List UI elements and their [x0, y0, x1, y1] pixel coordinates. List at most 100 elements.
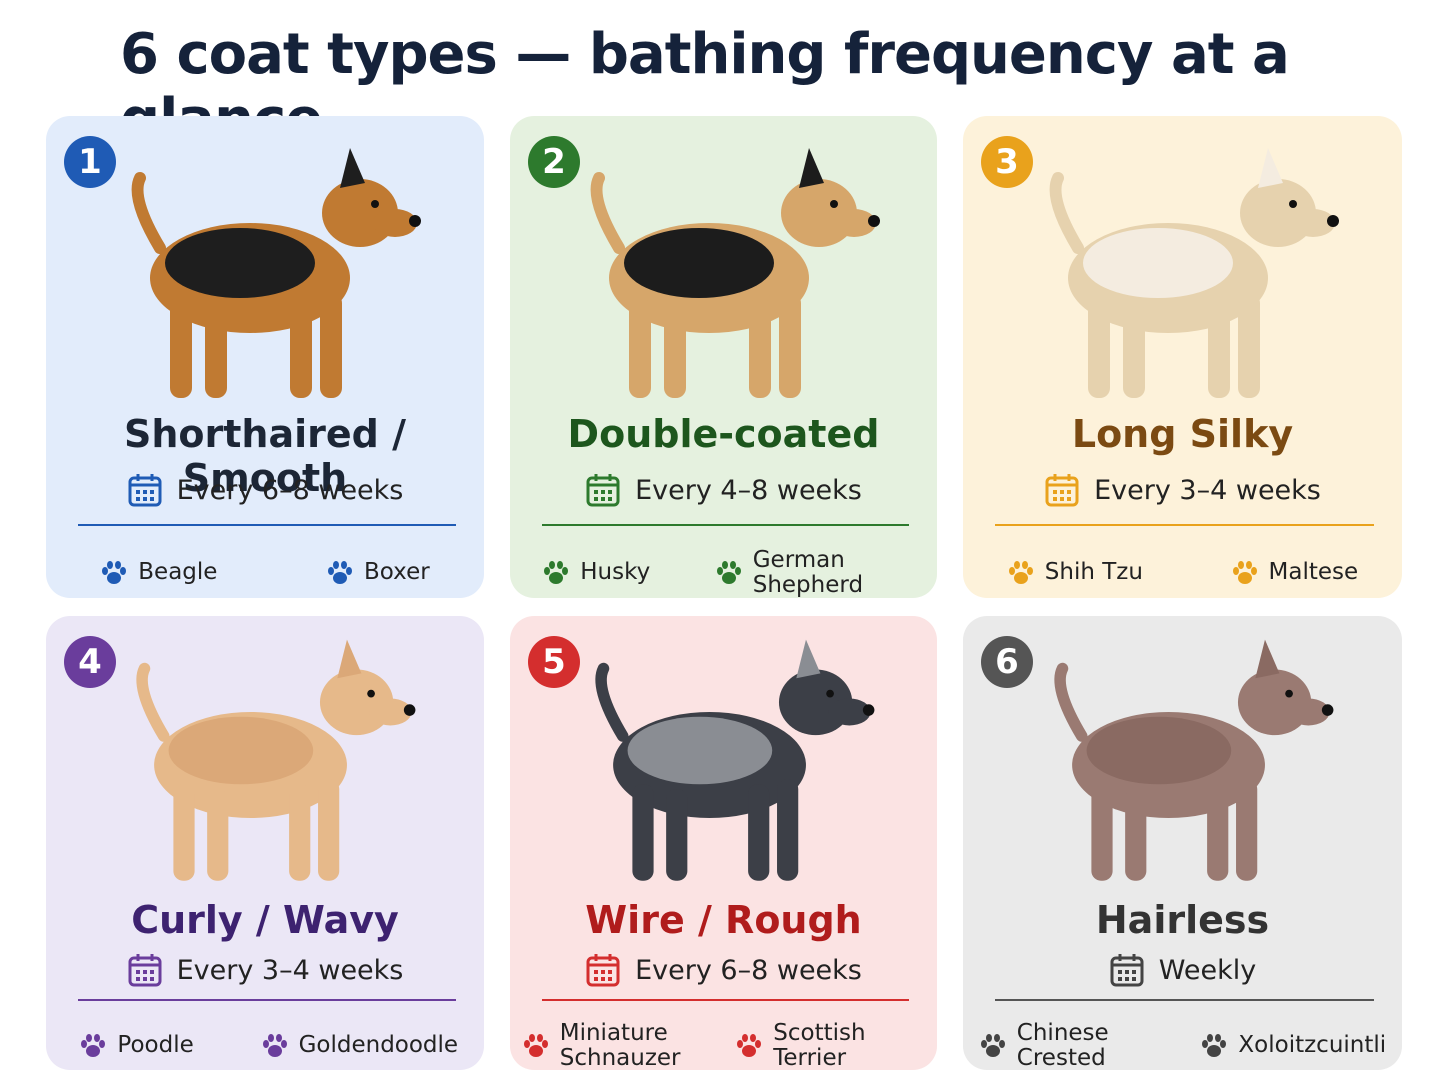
calendar — [585, 472, 621, 508]
dog-area — [559, 630, 889, 904]
frequency-row: Every 6–8 weeks — [46, 472, 484, 508]
coat-card: 2 Double-coated Every 4–8 weeks Husky Germa… — [510, 116, 937, 598]
paw — [522, 1032, 550, 1060]
breed-item: Xoloitzcuintli — [1200, 1032, 1386, 1060]
coat-title: Curly / Wavy — [131, 898, 399, 942]
breed-name: Shih Tzu — [1044, 559, 1143, 586]
frequency-row: Every 3–4 weeks — [963, 472, 1402, 508]
breed-name: Xoloitzcuintli — [1238, 1032, 1387, 1059]
breed-row: Miniature Schnauzer Scottish Terrier — [510, 1014, 937, 1070]
dog-illustration — [594, 639, 874, 881]
dog-area — [100, 138, 430, 422]
breed-name: Husky — [580, 559, 651, 586]
breed-item: Goldendoodle — [261, 1032, 458, 1060]
coat-card: 4 Curly / Wavy Every 3–4 weeks Poodle Golde… — [46, 616, 484, 1070]
paw-icon — [81, 1034, 106, 1057]
calendar-icon — [586, 474, 620, 507]
frequency: Every 6–8 weeks — [176, 474, 404, 506]
calendar-icon — [128, 954, 162, 987]
breed-row: Beagle Boxer — [46, 541, 484, 598]
divider — [542, 999, 909, 1001]
dog-illustration — [1049, 148, 1339, 398]
calendar-icon — [1045, 474, 1079, 507]
breed-name: Goldendoodle — [298, 1032, 459, 1059]
breed-name: Maltese — [1268, 559, 1359, 586]
frequency-row: Every 4–8 weeks — [510, 472, 937, 508]
breed-row: Shih Tzu Maltese — [963, 541, 1402, 598]
paw-icon — [737, 1034, 762, 1057]
dog-area — [1018, 138, 1348, 422]
breed-name: Boxer — [364, 559, 430, 586]
paw-icon — [1008, 561, 1033, 584]
breed-item: Husky — [542, 559, 650, 587]
paw — [261, 1032, 289, 1060]
coat-title: Hairless — [1095, 898, 1270, 942]
paw — [735, 1032, 763, 1060]
calendar-icon — [1110, 954, 1144, 987]
coat-title: Double-coated — [567, 412, 880, 456]
breed-item: Miniature Schnauzer — [522, 1020, 712, 1070]
coat-card: 5 Wire / Rough Every 6–8 weeks Miniature S… — [510, 616, 937, 1070]
divider — [78, 524, 456, 526]
frequency: Every 3–4 weeks — [1094, 474, 1321, 506]
paw — [542, 559, 570, 587]
paw-icon — [328, 561, 353, 584]
number-badge: 5 — [528, 636, 580, 688]
coat-card: 3 Long Silky Every 3–4 weeks Shih Tzu Malte… — [963, 116, 1402, 598]
paw — [100, 559, 128, 587]
number-badge: 3 — [981, 136, 1033, 188]
breed-item: Chinese Crested — [979, 1020, 1169, 1070]
coat-title: Shorthaired / Smooth — [124, 412, 406, 500]
frequency: Every 3–4 weeks — [176, 954, 404, 986]
calendar-icon — [128, 474, 162, 507]
calendar — [585, 952, 621, 988]
breed-item: German Shepherd — [715, 546, 905, 598]
dog-area — [1018, 630, 1348, 904]
calendar — [1044, 472, 1080, 508]
frequency-row: Every 3–4 weeks — [46, 952, 484, 988]
number-badge: 6 — [981, 636, 1033, 688]
coat-card: 6 Hairless Weekly Chinese Crested Xoloitzcu… — [963, 616, 1402, 1070]
breed-name: Beagle — [138, 559, 218, 586]
divider — [78, 999, 456, 1001]
breed-item: Poodle — [79, 1032, 194, 1060]
paw — [1231, 559, 1259, 587]
calendar-icon — [586, 954, 620, 987]
frequency: Weekly — [1158, 954, 1257, 986]
paw — [326, 559, 354, 587]
number-badge: 4 — [64, 636, 116, 688]
breed-item: Boxer — [326, 559, 430, 587]
frequency: Every 6–8 weeks — [635, 954, 862, 986]
breed-name: German Shepherd — [752, 546, 864, 598]
calendar — [127, 472, 163, 508]
dog-area — [559, 138, 889, 422]
breed-row: Poodle Goldendoodle — [46, 1014, 484, 1070]
dog-area — [100, 630, 430, 904]
paw-icon — [980, 1034, 1005, 1057]
coat-title: Long Silky — [1071, 412, 1294, 456]
paw-icon — [544, 561, 569, 584]
paw — [715, 559, 743, 587]
breed-item: Scottish Terrier — [735, 1019, 925, 1070]
breed-name: Scottish Terrier — [773, 1019, 866, 1070]
paw — [1007, 559, 1035, 587]
breed-item: Beagle — [100, 559, 217, 587]
paw-icon — [102, 561, 127, 584]
paw — [979, 1032, 1007, 1060]
paw-icon — [1202, 1034, 1227, 1057]
breed-row: Husky German Shepherd — [510, 541, 937, 598]
breed-item: Shih Tzu — [1007, 559, 1143, 587]
paw — [79, 1032, 107, 1060]
calendar — [127, 952, 163, 988]
breed-name: Poodle — [117, 1032, 194, 1059]
paw — [1200, 1032, 1228, 1060]
paw-icon — [262, 1034, 287, 1057]
divider — [995, 524, 1374, 526]
paw-icon — [523, 1034, 548, 1057]
dog-illustration — [136, 639, 416, 881]
breed-item: Maltese — [1231, 559, 1359, 587]
frequency-row: Weekly — [963, 952, 1402, 988]
number-badge: 2 — [528, 136, 580, 188]
paw-icon — [1232, 561, 1257, 584]
